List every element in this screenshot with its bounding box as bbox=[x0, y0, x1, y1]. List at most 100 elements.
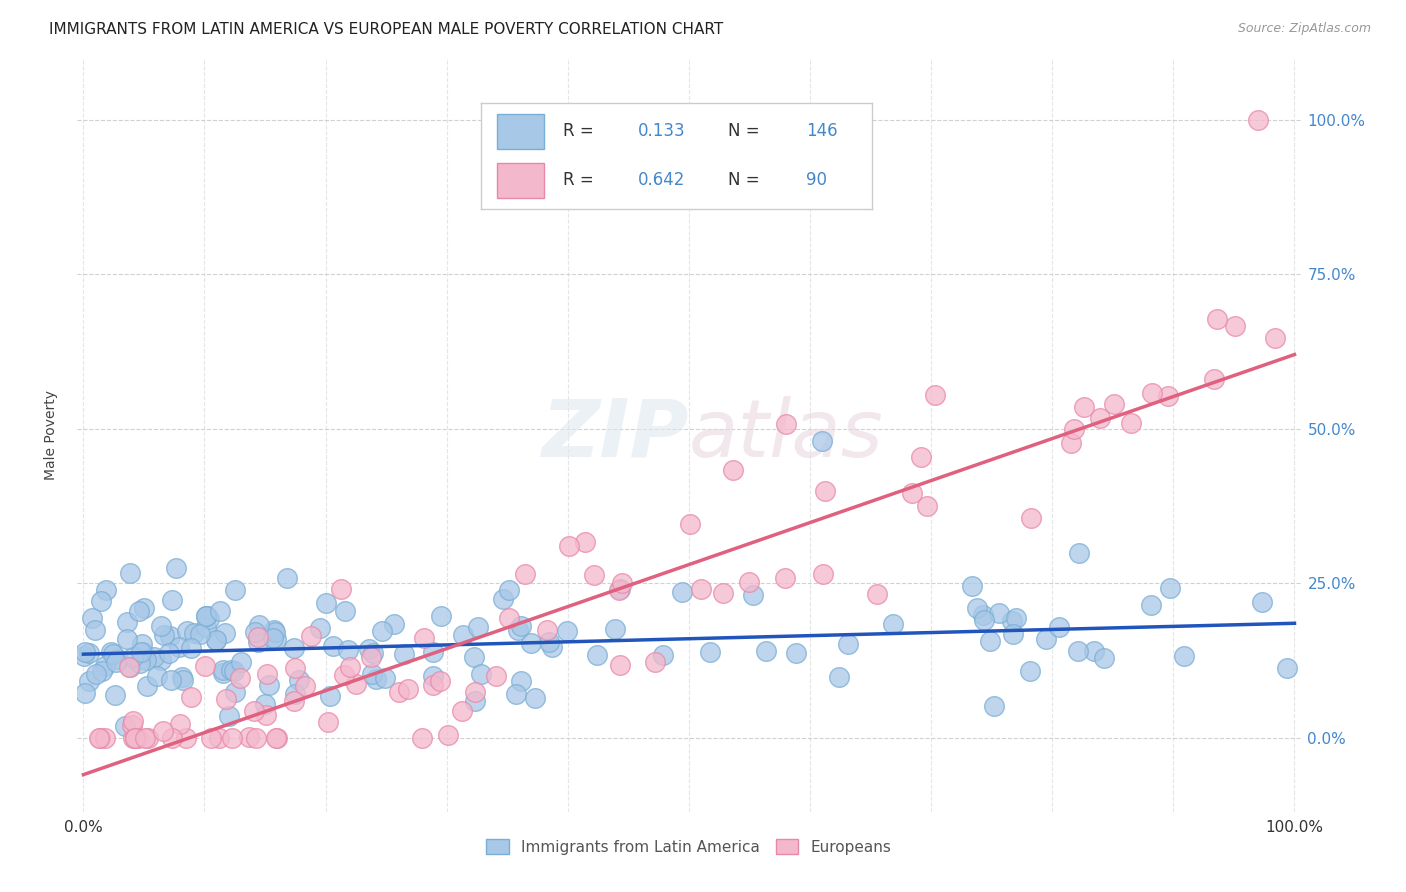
Point bbox=[775, 571, 797, 585]
Point bbox=[723, 463, 745, 477]
Point bbox=[1073, 401, 1095, 415]
Point bbox=[100, 645, 122, 659]
Point bbox=[1047, 619, 1070, 633]
Point bbox=[319, 690, 342, 704]
Point bbox=[392, 647, 415, 661]
Point bbox=[264, 731, 287, 745]
Point bbox=[153, 627, 176, 641]
Point bbox=[143, 649, 166, 664]
Point bbox=[127, 731, 149, 745]
Point bbox=[972, 608, 994, 623]
Point bbox=[263, 623, 285, 637]
Point bbox=[160, 673, 183, 687]
Point bbox=[1204, 372, 1226, 386]
Text: ZIP: ZIP bbox=[541, 396, 689, 474]
Point bbox=[828, 670, 851, 684]
Point bbox=[180, 640, 202, 655]
Point bbox=[467, 620, 489, 634]
Point bbox=[1019, 664, 1042, 678]
Point bbox=[361, 646, 384, 660]
Point bbox=[299, 629, 322, 643]
Point bbox=[284, 661, 307, 675]
Point bbox=[121, 718, 143, 732]
Point bbox=[221, 663, 243, 677]
Point bbox=[157, 647, 180, 661]
Point bbox=[167, 640, 190, 654]
Point bbox=[73, 648, 96, 663]
Point bbox=[523, 691, 546, 706]
Point bbox=[212, 663, 235, 677]
Point bbox=[574, 535, 596, 549]
Point bbox=[150, 652, 173, 666]
Point bbox=[1264, 331, 1286, 345]
Point bbox=[1088, 410, 1111, 425]
Point bbox=[174, 731, 197, 745]
Point bbox=[135, 653, 157, 667]
Point bbox=[1067, 546, 1090, 560]
Point bbox=[651, 648, 673, 663]
Point bbox=[183, 626, 205, 640]
Point bbox=[1247, 112, 1270, 127]
Point bbox=[1119, 416, 1142, 430]
Point bbox=[75, 645, 97, 659]
Point bbox=[671, 584, 693, 599]
Point bbox=[128, 604, 150, 618]
Point bbox=[823, 112, 845, 127]
Point bbox=[374, 671, 396, 685]
Point bbox=[610, 576, 633, 591]
Point bbox=[711, 585, 734, 599]
Point bbox=[122, 731, 145, 745]
Point bbox=[117, 615, 139, 629]
Point bbox=[422, 669, 444, 683]
Point bbox=[309, 621, 332, 635]
Point bbox=[316, 714, 339, 729]
Point bbox=[382, 616, 405, 631]
Point bbox=[114, 719, 136, 733]
Point bbox=[160, 593, 183, 607]
Point bbox=[463, 649, 485, 664]
Point bbox=[194, 609, 217, 624]
Point bbox=[215, 692, 238, 706]
Point bbox=[515, 566, 537, 581]
Point bbox=[333, 604, 356, 618]
Point bbox=[188, 627, 211, 641]
Point bbox=[218, 708, 240, 723]
Point bbox=[75, 686, 97, 700]
Point bbox=[915, 500, 938, 514]
Point bbox=[1035, 632, 1057, 646]
Point bbox=[1223, 319, 1246, 334]
Point bbox=[121, 650, 143, 665]
Point bbox=[77, 674, 100, 689]
Point bbox=[360, 667, 382, 681]
Point bbox=[266, 731, 288, 745]
Point bbox=[209, 604, 232, 618]
Point bbox=[555, 624, 578, 638]
Point bbox=[979, 634, 1001, 648]
Text: atlas: atlas bbox=[689, 396, 884, 474]
Point bbox=[1092, 650, 1115, 665]
Point bbox=[256, 666, 278, 681]
Point bbox=[742, 588, 765, 602]
Point bbox=[339, 659, 361, 673]
Point bbox=[283, 694, 305, 708]
Point bbox=[510, 673, 533, 688]
Point bbox=[146, 669, 169, 683]
Point bbox=[229, 671, 252, 685]
Point bbox=[264, 632, 287, 646]
Point bbox=[413, 631, 436, 645]
Point bbox=[966, 601, 988, 615]
Point bbox=[243, 625, 266, 640]
Point bbox=[1140, 386, 1163, 401]
Point bbox=[973, 613, 995, 627]
Point bbox=[485, 669, 508, 683]
Point bbox=[396, 681, 419, 696]
Point bbox=[247, 617, 270, 632]
Point bbox=[540, 640, 562, 654]
Point bbox=[200, 731, 222, 745]
Point bbox=[134, 731, 156, 745]
Point bbox=[690, 582, 713, 597]
Point bbox=[609, 657, 631, 672]
Point bbox=[388, 684, 411, 698]
Point bbox=[882, 616, 904, 631]
Point bbox=[224, 685, 246, 699]
